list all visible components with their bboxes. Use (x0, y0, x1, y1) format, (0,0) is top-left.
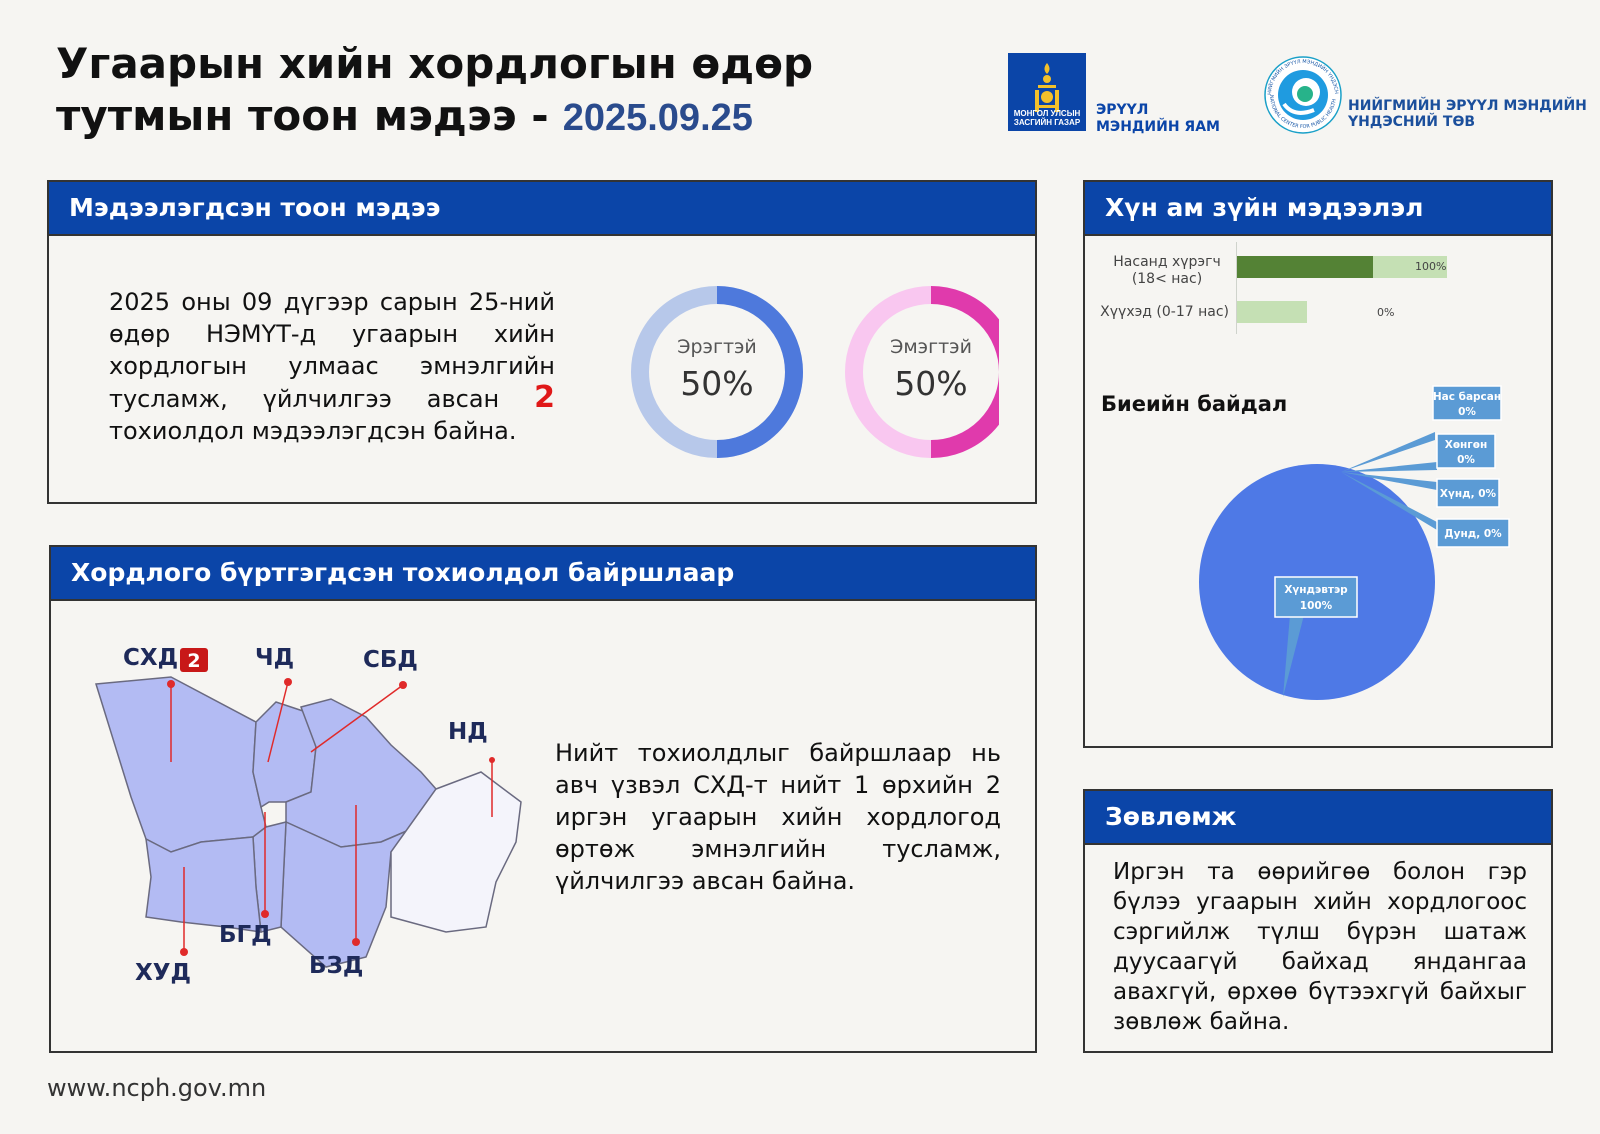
ncph-logo-icon: НИЙГМИЙН ЭРҮҮЛ МЭНДИЙН ҮНДЭСНИЙ ТӨВ NATI… (1262, 54, 1342, 134)
adult-label-line-2: (18< нас) (1131, 271, 1203, 287)
male-percent: 50% (680, 364, 753, 403)
condition-title: Биеийн байдал (1101, 392, 1288, 416)
government-logo-text: МОНГОЛ УЛСЫН ЗАСГИЙН ГАЗАР (1013, 109, 1081, 127)
reported-summary: 2025 оны 09 дүгээр сарын 25-ний өдөр НЭМ… (109, 286, 555, 447)
location-summary: Нийт тохиолдлыг байршлаар нь авч үзвэл С… (555, 739, 1001, 895)
advice-panel: Зөвлөмж Иргэн та өөрийгөө болон гэр бүлэ… (1083, 789, 1553, 1053)
adult-bar (1237, 256, 1373, 278)
callout-dund (1436, 518, 1510, 548)
marker-chd (284, 678, 292, 686)
callout-nas-barsan-label: Нас барсан (1433, 391, 1501, 403)
female-donut-arc (930, 286, 999, 458)
advice-text: Иргэн та өөрийгөө болон гэр бүлээ угаары… (1113, 859, 1527, 1035)
ministry-name-line-1: ЭРҮҮЛ (1096, 102, 1149, 118)
ncph-name: НИЙГМИЙН ЭРҮҮЛ МЭНДИЙН ҮНДЭСНИЙ ТӨВ (1348, 98, 1587, 130)
callout-hongon-value: 0% (1457, 454, 1475, 466)
district-label-sbd: СБД (363, 647, 418, 673)
soyombo-icon (1035, 63, 1059, 112)
marker-nd (489, 757, 495, 763)
location-panel-heading: Хордлого бүртгэгдсэн тохиолдол байршлаар (51, 547, 1035, 601)
map-district-nd (390, 771, 522, 933)
child-value: 0% (1377, 306, 1395, 319)
demographics-panel: Хүн ам зүйн мэдээлэл Насанд хүрэгч (18< … (1083, 180, 1553, 748)
callout-dund-label: Дунд, 0% (1444, 528, 1502, 540)
age-axis-line (1236, 242, 1237, 334)
callout-hundevter-label: Хүндэвтэр (1284, 584, 1348, 596)
title-line-2: тутмын тоон мэдээ - (56, 91, 549, 140)
page-title: Угаарын хийн хордлогын өдөр тутмын тоон … (56, 38, 813, 144)
female-label: Эмэгтэй (890, 336, 972, 358)
gender-donuts: Эрэгтэй 50% Эмэгтэй 50% (631, 286, 999, 458)
location-panel: Хордлого бүртгэгдсэн тохиолдол байршлаар (49, 545, 1037, 1053)
district-label-shd: СХД (123, 645, 178, 671)
shd-count: 2 (187, 650, 200, 672)
callout-nas-barsan-value: 0% (1458, 406, 1476, 418)
marker-hud (180, 948, 188, 956)
callout-pointer-hundevter (1283, 615, 1304, 697)
district-label-chd: ЧД (255, 645, 294, 671)
district-label-nd: НД (448, 719, 488, 745)
advice-panel-heading: Зөвлөмж (1085, 791, 1551, 845)
district-label-hud: ХУД (135, 960, 191, 986)
child-label: Хүүхэд (0-17 нас) (1100, 304, 1229, 320)
adult-label-line-1: Насанд хүрэгч (1113, 254, 1221, 270)
adult-value: 100% (1415, 260, 1447, 273)
adult-label: Насанд хүрэгч (18< нас) (1105, 254, 1229, 288)
title-line-1: Угаарын хийн хордлогын өдөр (56, 39, 814, 88)
ncph-name-line-1: НИЙГМИЙН ЭРҮҮЛ МЭНДИЙН (1348, 98, 1587, 114)
reported-panel-heading: Мэдээлэгдсэн тоон мэдээ (49, 182, 1035, 236)
map-district-hud (145, 836, 262, 933)
callout-hund-label: Хүнд, 0% (1440, 488, 1497, 500)
shd-count-badge (180, 648, 208, 672)
male-label: Эрэгтэй (677, 336, 757, 358)
ministry-name-line-2: МЭНДИЙН ЯАМ (1096, 119, 1220, 135)
callout-hundevter (1274, 576, 1358, 618)
callout-hund (1436, 478, 1500, 508)
callout-hongon-label: Хөнгөн (1445, 439, 1488, 451)
reported-text-after: тохиолдол мэдээлэгдсэн байна. (109, 417, 517, 445)
ncph-name-line-2: ҮНДЭСНИЙ ТӨВ (1348, 114, 1476, 130)
callout-hundevter-value: 100% (1300, 600, 1333, 612)
callout-nas-barsan (1432, 385, 1502, 421)
callout-hongon (1436, 433, 1496, 469)
demographics-panel-heading: Хүн ам зүйн мэдээлэл (1085, 182, 1551, 236)
marker-bzd (352, 938, 360, 946)
report-date: 2025.09.25 (562, 97, 753, 139)
district-label-bgd: БГД (219, 922, 272, 948)
leader-sbd (310, 684, 404, 753)
district-map: СХД ЧД СБД НД БГД ХУД БЗД 2 (95, 645, 522, 986)
female-percent: 50% (894, 364, 967, 403)
ministry-name: ЭРҮҮЛ МЭНДИЙН ЯАМ (1096, 102, 1220, 136)
callout-pointer-dund (1341, 472, 1437, 530)
male-donut-arc (716, 286, 803, 458)
district-label-bzd: БЗД (309, 953, 363, 979)
map-district-shd (95, 676, 267, 853)
callout-pointer-hongon (1341, 462, 1437, 472)
leader-chd (267, 681, 289, 763)
age-bar-chart: Насанд хүрэгч (18< нас) 100% Хүүхэд (0-1… (1085, 242, 1551, 342)
marker-shd (167, 680, 175, 688)
reported-text-before: 2025 оны 09 дүгээр сарын 25-ний өдөр НЭМ… (109, 288, 555, 413)
callout-pointer-hund (1341, 472, 1437, 490)
marker-sbd (399, 681, 407, 689)
condition-pie-chart: Нас барсан 0% Хөнгөн 0% Хүнд, 0% Дунд, 0… (1199, 385, 1510, 700)
marker-bgd (261, 910, 269, 918)
child-bar-track (1237, 301, 1307, 323)
reported-panel: Мэдээлэгдсэн тоон мэдээ 2025 оны 09 дүгэ… (47, 180, 1037, 504)
government-emblem-logo: МОНГОЛ УЛСЫН ЗАСГИЙН ГАЗАР (1008, 53, 1086, 131)
reported-case-count: 2 (534, 380, 555, 415)
website-url[interactable]: www.ncph.gov.mn (47, 1074, 267, 1102)
callout-pointer-nas-barsan (1341, 432, 1435, 472)
